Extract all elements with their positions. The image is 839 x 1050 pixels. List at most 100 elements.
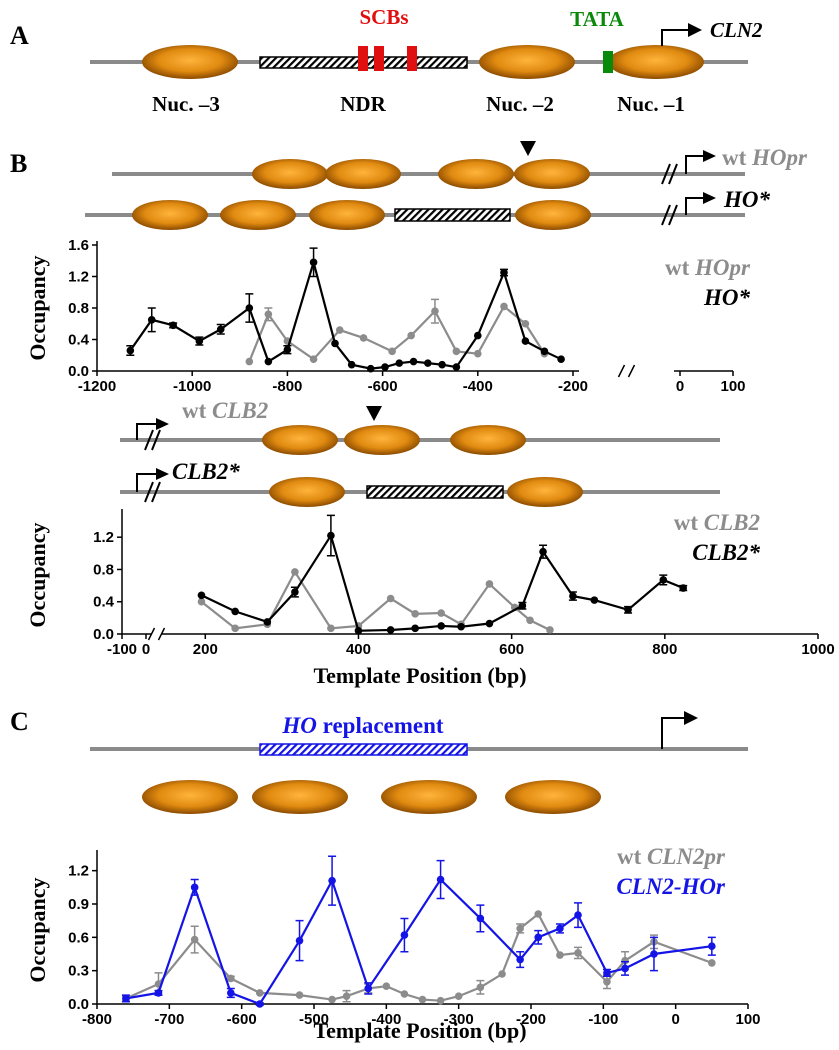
y-tick-label: 1.2 [93, 529, 114, 546]
legend-entry: CLN2-HOr [616, 874, 726, 899]
x-tick-label: 1000 [801, 641, 834, 658]
data-point [603, 977, 611, 986]
data-point [263, 618, 272, 626]
data-point [283, 345, 292, 354]
data-point [474, 331, 482, 340]
data-point [309, 258, 318, 267]
data-point [347, 360, 356, 369]
nucleosome [142, 45, 238, 79]
x-tick-label: 100 [720, 378, 745, 395]
data-point [476, 914, 485, 923]
construct-label: wt HOpr [722, 145, 808, 170]
x-tick-label: -200 [516, 1011, 546, 1028]
chart: 0.0 0.4 0.8 1.2 -100 0 200 400 600 800 1000 Occupan… [25, 509, 835, 688]
data-point [382, 982, 391, 991]
chart: 0.0 0.3 0.6 0.9 1.2 -800 -700 -600 -500 -400 -300 -… [25, 844, 761, 1043]
panel-label: A [10, 21, 29, 50]
data-point [359, 334, 368, 342]
data-point [126, 346, 135, 355]
data-point [190, 935, 199, 944]
data-point [400, 990, 409, 998]
chart: 0.0 0.4 0.8 1.2 1.6 -1200 -1000 -800 -600 -400 -20… [25, 237, 751, 395]
data-point [342, 992, 351, 1001]
x-tick-label: 0 [676, 378, 684, 395]
data-point [255, 989, 264, 997]
x-tick-label: -800 [272, 378, 302, 395]
x-tick-label: -500 [299, 1011, 329, 1028]
data-point [650, 950, 658, 958]
y-axis-label: Occupancy [25, 522, 50, 627]
data-point [245, 357, 254, 366]
data-point [381, 363, 389, 371]
data-point [457, 622, 465, 631]
scb-label: SCBs [359, 5, 408, 29]
replacement-label: HO replacement [281, 713, 444, 738]
data-point [197, 591, 206, 600]
series-line [200, 532, 684, 632]
tss-arrow [703, 150, 716, 162]
tata-box [603, 51, 613, 73]
data-point [521, 319, 530, 328]
replacement [259, 743, 468, 756]
data-point [291, 568, 299, 576]
legend-entry: CLB2* [692, 540, 760, 565]
data-point [679, 584, 688, 592]
tss-arrow [703, 192, 716, 204]
tss-arrow [136, 423, 158, 440]
x-axis-label: Template Position (bp) [313, 663, 526, 688]
y-tick-label: 0.8 [93, 561, 114, 578]
nucleosome [269, 477, 345, 507]
data-point [452, 363, 461, 371]
data-point [437, 609, 445, 617]
nucleosome [505, 780, 601, 814]
tss-arrow [136, 473, 158, 492]
y-tick-label: 0.0 [93, 626, 114, 643]
data-point [557, 355, 565, 363]
break-mark [661, 163, 678, 185]
x-tick-label: -600 [368, 378, 398, 395]
x-tick-label: -400 [463, 378, 493, 395]
y-tick-label: 0.6 [68, 929, 89, 946]
y-axis-label: Occupancy [25, 877, 50, 982]
legend-entry: HO* [703, 285, 751, 310]
tss-arrow [688, 23, 702, 37]
y-tick-label: 1.6 [68, 237, 89, 254]
panel-label: B [10, 149, 27, 178]
data-point [411, 610, 419, 618]
construct-label: HO* [723, 187, 771, 212]
tss-arrow [661, 29, 690, 46]
y-tick-label: 0.0 [68, 996, 89, 1013]
x-tick-label: -700 [154, 1011, 184, 1028]
data-point [327, 531, 335, 540]
data-point [407, 331, 415, 340]
data-point [227, 974, 235, 983]
data-point [556, 951, 564, 959]
panel-a: A SCBs TATA CLN2 Nuc. –3 NDR Nuc. –2 Nuc… [10, 5, 763, 116]
data-point [534, 910, 543, 918]
data-point [526, 616, 534, 625]
x-tick-label: 400 [346, 641, 371, 658]
nucleosome [262, 425, 338, 455]
scb [374, 46, 384, 71]
nucleosome [514, 159, 590, 189]
data-point [452, 347, 461, 356]
series-line [248, 304, 546, 362]
region-label: Nuc. –1 [617, 92, 685, 116]
panel-c-diagram: C HO replacement [10, 707, 748, 814]
data-point [231, 607, 239, 616]
x-tick-label: -100 [588, 1011, 618, 1028]
data-point [154, 989, 163, 997]
y-tick-label: 0.4 [68, 332, 90, 349]
y-tick-label: 0.9 [68, 896, 89, 913]
data-point [569, 592, 577, 600]
nucleosome [252, 159, 328, 189]
data-point [624, 606, 632, 614]
marker [366, 406, 382, 421]
data-point [516, 955, 524, 964]
construct-label: wt CLB2 [182, 398, 268, 423]
data-point [500, 302, 508, 311]
data-point [438, 360, 446, 369]
tss-arrow [685, 197, 705, 215]
nucleosome [142, 780, 238, 814]
